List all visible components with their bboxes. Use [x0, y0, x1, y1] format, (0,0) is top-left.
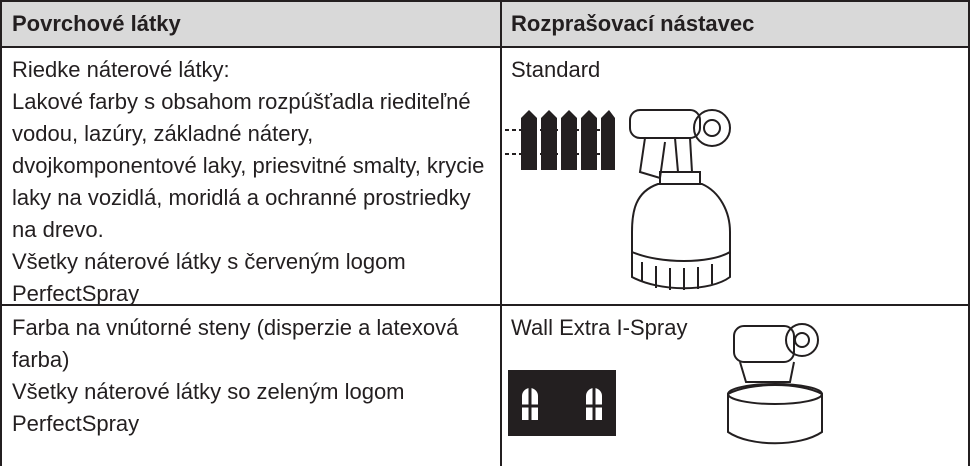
paragraph: Všetky náterové látky s červeným logom P… [12, 249, 406, 306]
cell: Farba na vnútorné steny (disperzie a lat… [2, 306, 501, 446]
paragraph: Lakové farby s obsahom rozpúšťadla riedi… [12, 89, 485, 242]
border [0, 0, 2, 466]
header-cell: Rozprašovací nástavec [501, 2, 968, 46]
border [0, 304, 970, 306]
paragraph: Farba na vnútorné steny (disperzie a lat… [12, 315, 459, 372]
spray-attachment-icon [727, 323, 823, 445]
header-cell: Povrchové látky [2, 2, 501, 46]
border [0, 46, 970, 48]
cell: Standard [511, 57, 601, 82]
spray-gun-icon [629, 109, 731, 290]
cell: Wall Extra I-Spray [511, 315, 688, 340]
cell: Riedke náterové látky: Lakové farby s ob… [2, 48, 501, 316]
paragraph: Všetky náterové látky so zeleným logom P… [12, 379, 405, 436]
border [0, 0, 970, 2]
paragraph: Riedke náterové látky: [12, 57, 230, 82]
fence-icon [505, 110, 615, 170]
window-icon [508, 370, 616, 436]
border [968, 0, 970, 466]
border [500, 0, 502, 466]
